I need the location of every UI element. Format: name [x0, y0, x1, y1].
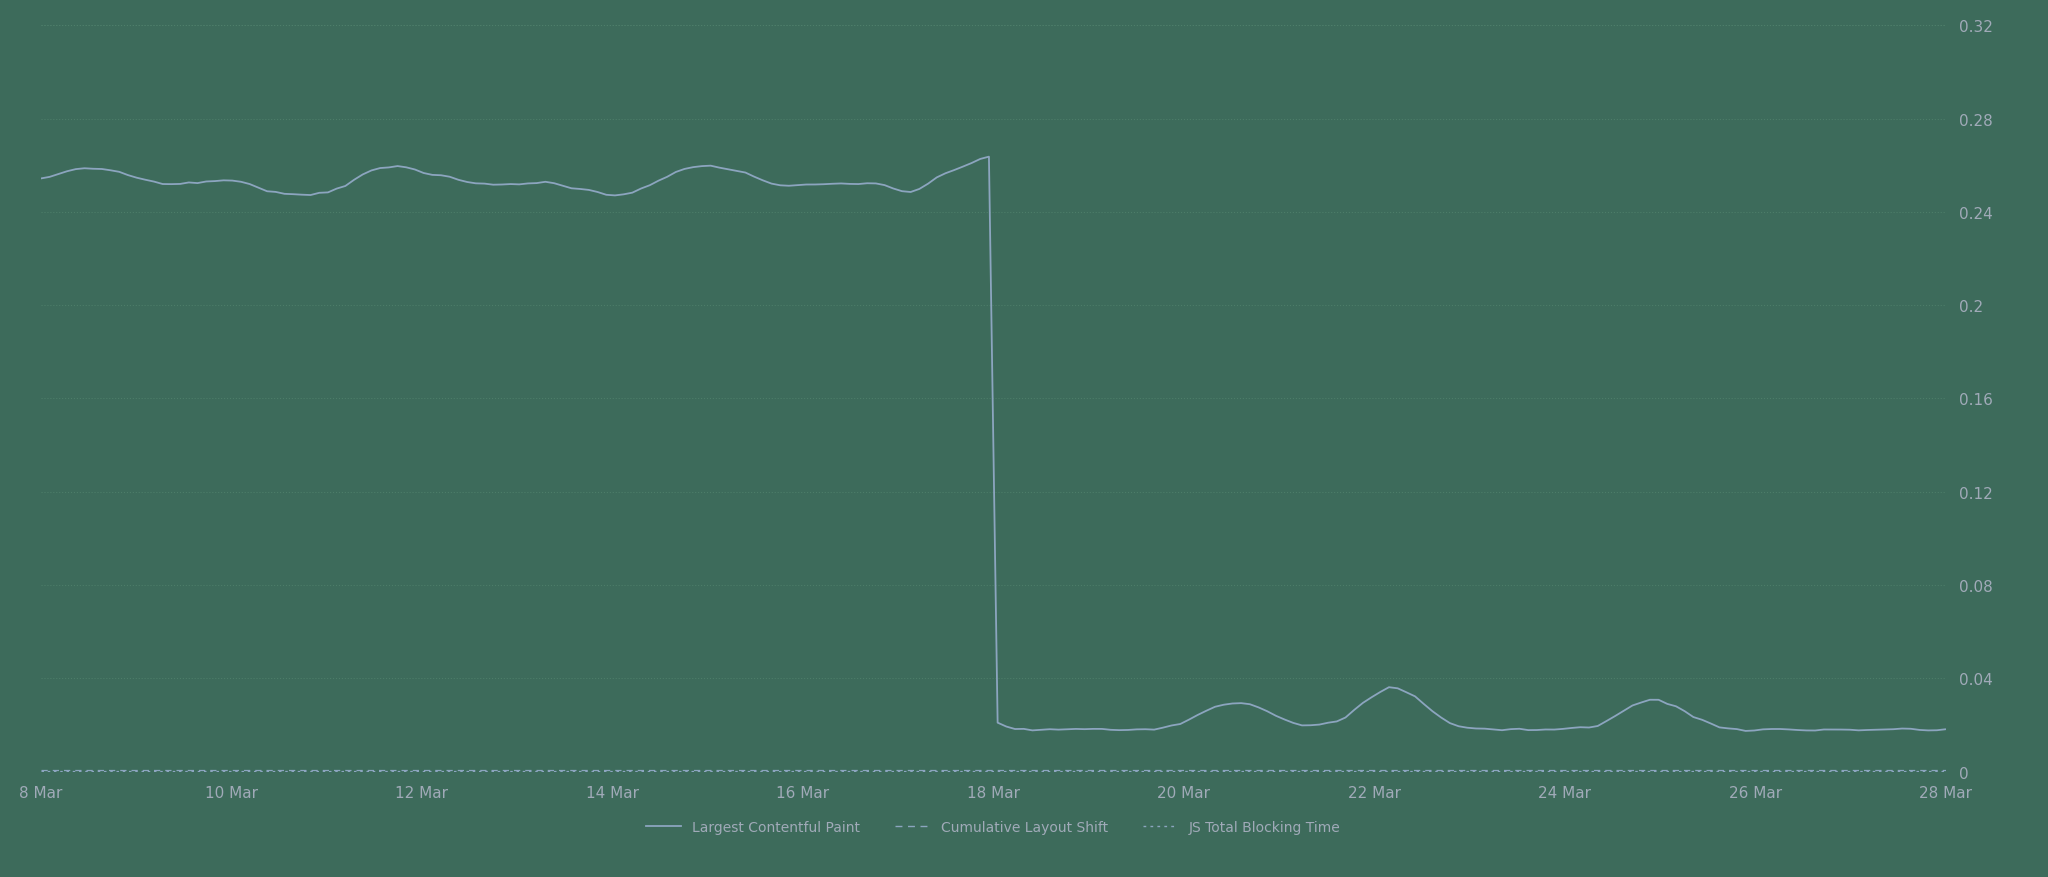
Legend: Largest Contentful Paint, Cumulative Layout Shift, JS Total Blocking Time: Largest Contentful Paint, Cumulative Lay…: [641, 814, 1346, 839]
